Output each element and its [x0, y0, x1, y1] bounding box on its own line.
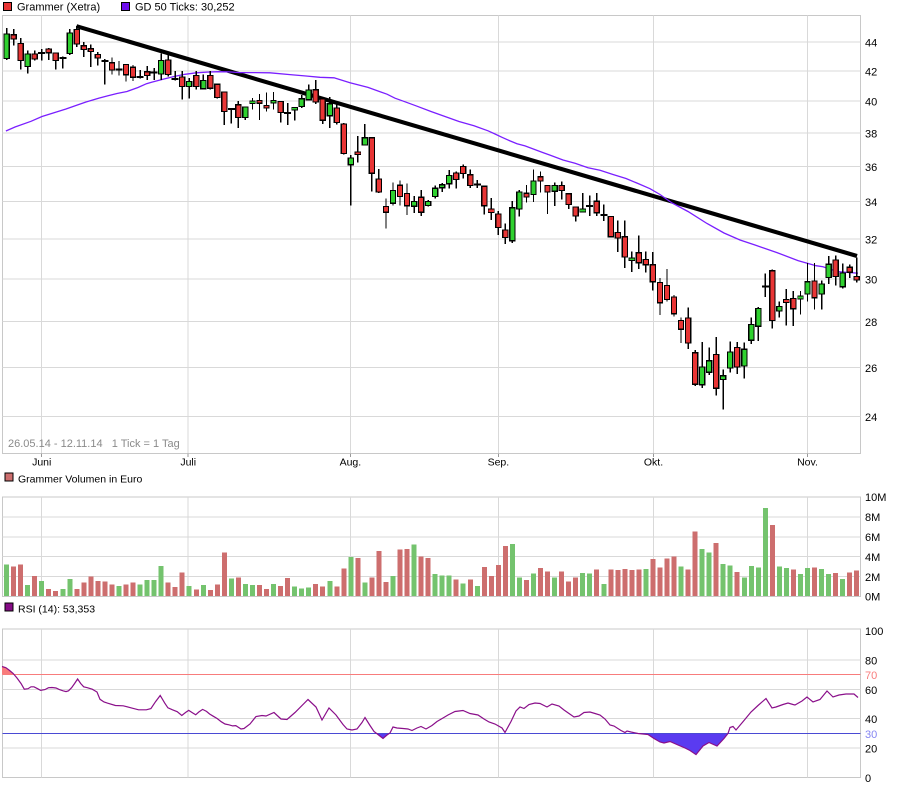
svg-text:0M: 0M [865, 592, 880, 604]
svg-text:26: 26 [865, 363, 877, 375]
svg-text:10M: 10M [865, 492, 886, 504]
svg-text:Sep.: Sep. [488, 457, 510, 469]
svg-text:GD 50 Ticks: 30,252: GD 50 Ticks: 30,252 [135, 2, 235, 14]
svg-text:26.05.14 - 12.11.14 1 Tick =: 26.05.14 - 12.11.14 1 Tick = 1 Tag [8, 438, 180, 450]
svg-text:80: 80 [865, 655, 877, 667]
svg-text:6M: 6M [865, 532, 880, 544]
svg-text:20: 20 [865, 744, 877, 756]
svg-text:36: 36 [865, 162, 877, 174]
svg-text:38: 38 [865, 128, 877, 140]
svg-text:30: 30 [865, 275, 877, 287]
svg-text:Grammer (Xetra): Grammer (Xetra) [17, 2, 100, 14]
svg-text:Okt.: Okt. [644, 457, 663, 469]
svg-text:Juli: Juli [180, 457, 196, 469]
svg-text:4M: 4M [865, 552, 880, 564]
svg-text:28: 28 [865, 317, 877, 329]
svg-text:34: 34 [865, 197, 877, 209]
svg-text:44: 44 [865, 38, 877, 50]
svg-text:0: 0 [865, 773, 871, 785]
svg-text:8M: 8M [865, 512, 880, 524]
svg-text:30: 30 [865, 729, 877, 741]
svg-text:Grammer Volumen in Euro: Grammer Volumen in Euro [18, 474, 142, 486]
svg-text:24: 24 [865, 412, 877, 424]
svg-text:Nov.: Nov. [797, 457, 818, 469]
svg-text:Aug.: Aug. [340, 457, 362, 469]
svg-text:40: 40 [865, 97, 877, 109]
svg-text:32: 32 [865, 235, 877, 247]
svg-text:RSI (14): 53,353: RSI (14): 53,353 [18, 604, 95, 616]
svg-text:42: 42 [865, 67, 877, 79]
svg-text:70: 70 [865, 670, 877, 682]
svg-text:Juni: Juni [32, 457, 51, 469]
svg-text:60: 60 [865, 685, 877, 697]
svg-text:100: 100 [865, 626, 883, 638]
svg-text:2M: 2M [865, 572, 880, 584]
svg-text:40: 40 [865, 714, 877, 726]
